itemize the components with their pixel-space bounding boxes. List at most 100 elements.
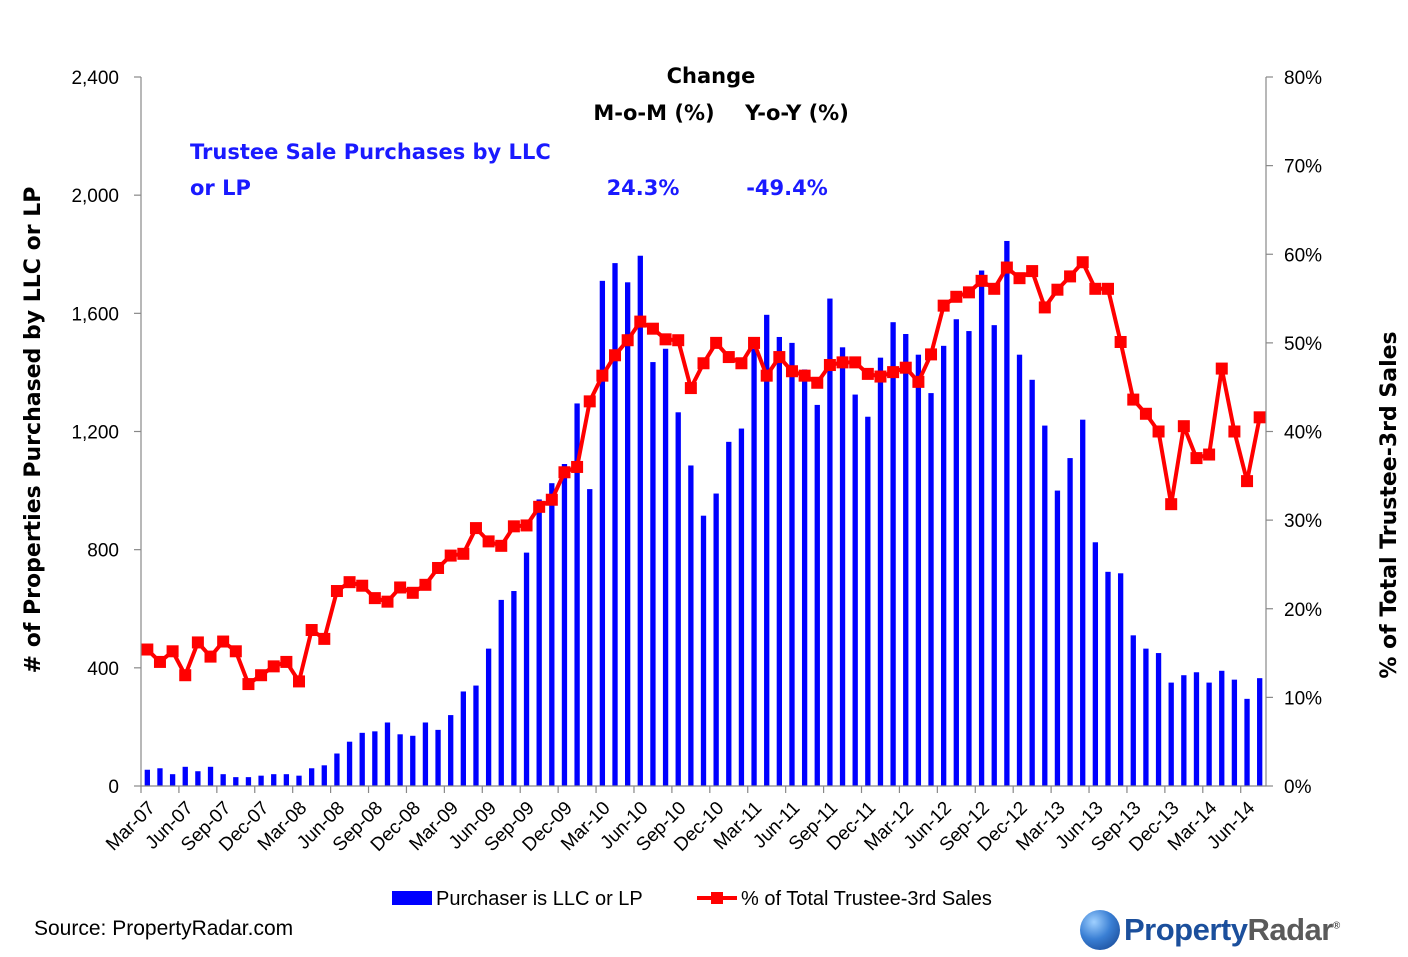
bar (1029, 379, 1035, 786)
bar (334, 753, 340, 786)
line-marker (672, 334, 685, 347)
bar (726, 441, 732, 786)
line-marker (571, 460, 584, 473)
bar (1244, 698, 1250, 786)
right-tick-label: 10% (1284, 688, 1322, 709)
bar (1130, 635, 1136, 786)
bar (612, 263, 618, 786)
line-marker (330, 585, 343, 598)
line-marker (1190, 452, 1203, 465)
bar (1004, 240, 1010, 786)
bar (422, 722, 429, 786)
bar (549, 483, 555, 786)
line-marker (634, 315, 647, 328)
line-marker (255, 669, 268, 682)
bar (283, 774, 290, 786)
bar (662, 348, 669, 786)
line-marker (1038, 301, 1051, 314)
line-marker (823, 359, 836, 372)
line-marker (1127, 393, 1140, 406)
line-marker (394, 581, 407, 594)
line-marker (975, 274, 988, 287)
bar (523, 552, 530, 786)
change-title: Change (667, 64, 756, 88)
left-tick-label: 400 (87, 659, 119, 680)
line-marker (1177, 420, 1190, 433)
bar (713, 493, 719, 786)
bar (435, 729, 441, 786)
bar (258, 775, 264, 786)
line-marker (1253, 411, 1266, 424)
bar (1193, 672, 1200, 786)
bar (751, 348, 757, 786)
bar (625, 282, 631, 786)
axes: 0 400 800 1,200 1,600 2,000 2,400 0% 10% 20% 30% 40… (71, 68, 1322, 856)
bar (233, 777, 239, 786)
bar (637, 255, 643, 787)
line-marker (596, 369, 609, 382)
propertyradar-logo: PropertyRadar® (1080, 907, 1340, 953)
line-marker (912, 375, 925, 388)
bar (1067, 458, 1073, 786)
bar (220, 774, 226, 786)
bar (1231, 679, 1238, 786)
legend: Purchaser is LLC or LP % of Total Truste… (392, 888, 992, 910)
bar (928, 393, 934, 786)
bar (688, 465, 694, 786)
bar (738, 428, 745, 786)
line-marker (495, 539, 508, 552)
line-marker (962, 286, 975, 299)
bar (1080, 419, 1086, 786)
bar (1042, 425, 1048, 786)
bar (296, 775, 302, 786)
line-marker (520, 519, 533, 532)
bar (195, 771, 201, 786)
right-tick-label: 70% (1284, 157, 1322, 178)
line-marker (1114, 335, 1127, 348)
bar (157, 768, 163, 786)
line-marker (722, 351, 735, 364)
bar (1117, 573, 1124, 786)
bar (485, 648, 492, 786)
line-marker (937, 299, 950, 312)
line-marker (267, 660, 280, 673)
line-marker (646, 322, 659, 335)
bar (1092, 542, 1099, 786)
bar (473, 685, 479, 786)
line-marker (748, 336, 761, 349)
line-marker (229, 645, 242, 658)
line-marker (1000, 261, 1013, 274)
line-marker (849, 356, 862, 369)
line-marker (798, 369, 811, 382)
bar (953, 319, 959, 786)
line-marker (988, 282, 1001, 295)
line-marker (735, 357, 748, 370)
bar (561, 464, 568, 786)
line-marker (609, 349, 622, 362)
line-marker (141, 643, 154, 656)
line-marker (191, 636, 204, 649)
line-marker (217, 635, 230, 648)
right-tick-label: 20% (1284, 600, 1322, 621)
bar (890, 322, 896, 786)
line-marker (1203, 448, 1216, 461)
bar (1206, 682, 1212, 786)
globe-icon (1080, 910, 1120, 950)
bar (1155, 653, 1162, 786)
bar (245, 777, 252, 786)
bar (536, 499, 542, 786)
line-marker (457, 547, 470, 560)
bar (448, 715, 454, 786)
bar (359, 732, 365, 786)
bar (308, 768, 315, 786)
line-marker (874, 370, 887, 383)
bar (877, 357, 884, 786)
line-marker (166, 645, 179, 658)
left-tick-label: 2,000 (71, 186, 119, 207)
bar (801, 369, 808, 786)
line-marker (406, 586, 419, 599)
bar (941, 345, 947, 786)
mom-header: M-o-M (%) (593, 101, 714, 125)
line-marker (1064, 270, 1077, 283)
line-marker (1241, 475, 1254, 488)
